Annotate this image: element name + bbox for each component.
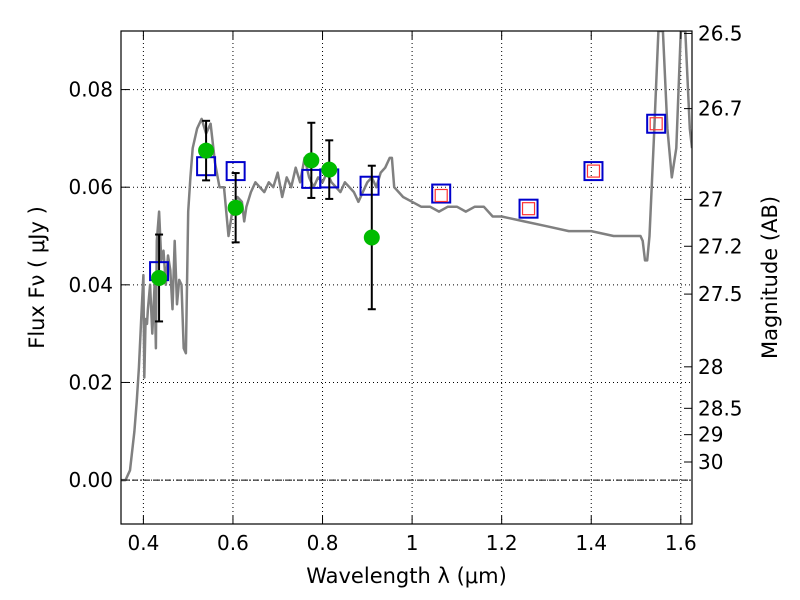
mag-tick-label: 28.5 — [698, 396, 743, 420]
model-square — [646, 113, 667, 134]
mag-tick-label: 27 — [698, 187, 723, 211]
y-axis-title: Flux Fν ( μJy ) — [25, 206, 49, 349]
model-square-nir — [521, 202, 536, 216]
plot-area — [121, 31, 692, 482]
mag-tick-label: 26.5 — [698, 21, 743, 45]
model-square-nir — [586, 164, 601, 178]
x-tick-label: 1.2 — [486, 531, 518, 555]
sed-line — [121, 31, 692, 482]
model-square — [583, 161, 604, 182]
observed-point — [198, 142, 215, 159]
y-axis-right-magnitude: 26.5 26.7 27 27.2 27.5 28 28.5 29 30 — [684, 21, 743, 474]
observed-point — [303, 152, 320, 169]
model-square — [431, 183, 452, 204]
model-square-nir — [649, 117, 663, 131]
observed-point — [151, 269, 168, 286]
x-tick-label: 0.4 — [127, 531, 159, 555]
x-tick-label: 0.6 — [217, 531, 249, 555]
mag-tick-label: 28 — [698, 355, 723, 379]
x-axis-title: Wavelength λ (μm) — [306, 564, 507, 588]
y-tick-label: 0.04 — [68, 273, 113, 297]
grid-lines — [121, 31, 692, 524]
y-tick-label: 0.00 — [68, 468, 113, 492]
x-tick-label: 1.4 — [575, 531, 607, 555]
mag-tick-label: 29 — [698, 423, 723, 447]
x-tick-label: 1.6 — [665, 531, 697, 555]
observed-point — [363, 229, 380, 246]
observed-point — [321, 161, 338, 178]
observed-point — [227, 199, 244, 216]
y-axis-left: 0.00 0.02 0.04 0.06 0.08 — [68, 78, 129, 492]
y-tick-label: 0.08 — [68, 78, 113, 102]
mag-tick-label: 27.2 — [698, 234, 743, 258]
model-square-nir — [434, 188, 448, 203]
x-tick-label: 1 — [406, 531, 419, 555]
x-axis: 0.4 0.6 0.8 1 1.2 1.4 1.6 — [127, 31, 697, 555]
y-tick-label: 0.06 — [68, 175, 113, 199]
plot-frame — [120, 30, 693, 525]
y-axis-right-title: Magnitude (AB) — [758, 196, 782, 359]
mag-tick-label: 27.5 — [698, 282, 743, 306]
model-square — [359, 175, 380, 196]
model-square — [518, 198, 539, 219]
mag-tick-label: 30 — [698, 450, 723, 474]
y-tick-label: 0.02 — [68, 370, 113, 394]
mag-tick-label: 26.7 — [698, 97, 743, 121]
x-tick-label: 0.8 — [307, 531, 339, 555]
